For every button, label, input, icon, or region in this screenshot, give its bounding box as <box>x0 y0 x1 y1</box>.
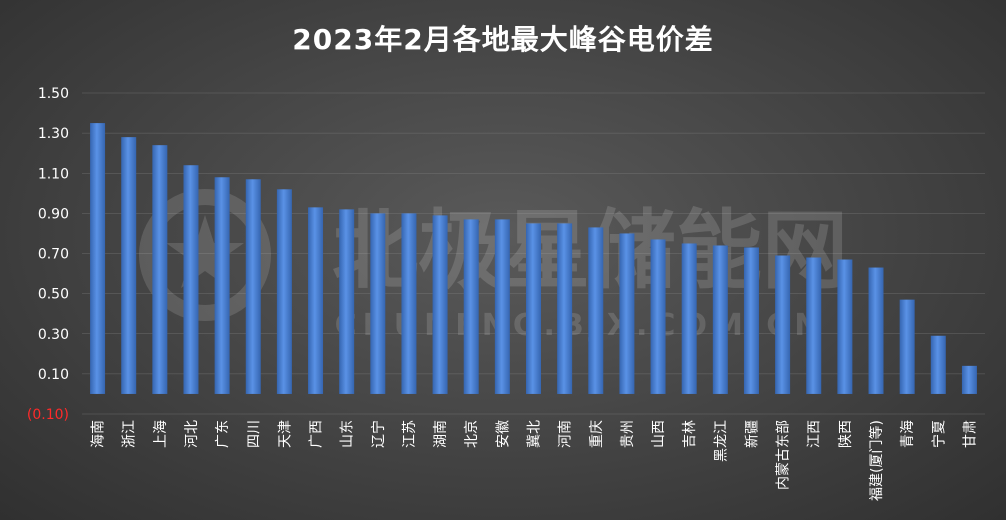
x-tick-label: 江西 <box>807 420 823 448</box>
bar <box>681 243 697 394</box>
x-tick-label: 浙江 <box>122 420 138 448</box>
y-tick-label: (0.10) <box>27 407 69 423</box>
y-tick-label: 0.10 <box>38 367 69 383</box>
bar <box>90 123 106 394</box>
y-tick-label: 0.90 <box>38 206 69 222</box>
watermark-logo-circle <box>139 189 271 321</box>
x-tick-label: 吉林 <box>682 420 698 448</box>
x-tick-label: 河南 <box>558 420 574 448</box>
x-tick-label: 陕西 <box>838 420 854 448</box>
x-tick-label: 辽宁 <box>370 420 387 448</box>
bar <box>183 165 199 394</box>
x-tick-label: 四川 <box>246 420 262 448</box>
bar <box>432 215 448 394</box>
bar <box>245 179 261 394</box>
x-tick-label: 海南 <box>91 420 107 448</box>
bar <box>961 365 977 394</box>
x-tick-label: 黑龙江 <box>713 420 729 462</box>
x-tick-label: 江苏 <box>402 420 418 448</box>
chart-title: 2023年2月各地最大峰谷电价差 <box>292 23 714 56</box>
x-tick-label: 天津 <box>277 420 293 448</box>
bar <box>526 223 541 394</box>
y-tick-label: 0.30 <box>38 327 69 343</box>
bar <box>899 299 915 394</box>
bar <box>712 245 728 394</box>
bar <box>837 259 853 394</box>
bar <box>806 257 822 394</box>
x-tick-label: 内蒙古东部 <box>776 420 792 490</box>
bar <box>619 233 635 394</box>
x-tick-label: 重庆 <box>589 420 605 448</box>
bar <box>401 213 417 394</box>
bar <box>214 177 230 394</box>
x-tick-label: 新疆 <box>744 420 760 448</box>
x-tick-label: 广西 <box>309 420 325 448</box>
y-tick-label: 0.50 <box>38 287 69 303</box>
bar <box>339 209 355 394</box>
bar <box>463 219 479 394</box>
bar <box>650 239 666 394</box>
x-tick-label: 青海 <box>900 420 916 448</box>
x-tick-label: 福建(厦门等) <box>868 420 885 501</box>
bar <box>494 219 510 394</box>
bar <box>557 223 573 394</box>
y-axis-ticks: 1.50 1.30 1.10 0.90 0.70 0.50 0.30 0.10 (0.10) <box>27 86 69 423</box>
bar <box>775 255 791 394</box>
bars <box>90 123 977 394</box>
bar <box>370 213 386 394</box>
x-tick-label: 广东 <box>215 420 231 448</box>
x-tick-label: 安徽 <box>495 420 511 448</box>
y-tick-label: 1.30 <box>38 126 69 142</box>
watermark-logo-star <box>166 215 244 288</box>
y-tick-label: 0.70 <box>38 247 69 263</box>
x-tick-label: 上海 <box>153 420 169 448</box>
x-tick-label: 河北 <box>184 420 200 448</box>
x-tick-label: 贵州 <box>620 420 636 448</box>
x-tick-label: 甘肃 <box>962 420 978 448</box>
x-tick-label: 宁夏 <box>930 420 947 448</box>
x-axis-labels: 海南 浙江 上海 河北 广东 四川 天津 广西 山东 辽宁 江苏 湖南 北京 安徽 冀北 河南 重庆 贵州 山西 吉林… <box>91 420 979 501</box>
bar <box>868 267 884 394</box>
y-tick-label: 1.10 <box>38 166 69 182</box>
x-tick-label: 湖南 <box>433 420 449 448</box>
x-tick-label: 山西 <box>651 420 667 448</box>
y-tick-label: 1.50 <box>38 86 69 102</box>
x-tick-label: 冀北 <box>527 420 543 448</box>
bar <box>743 247 759 394</box>
bar <box>152 145 168 394</box>
x-tick-label: 山东 <box>340 420 356 448</box>
bar <box>588 227 604 394</box>
bar <box>276 189 292 394</box>
bar <box>930 335 946 394</box>
x-tick-label: 北京 <box>464 420 480 448</box>
bar <box>121 137 137 394</box>
bar <box>308 207 324 394</box>
